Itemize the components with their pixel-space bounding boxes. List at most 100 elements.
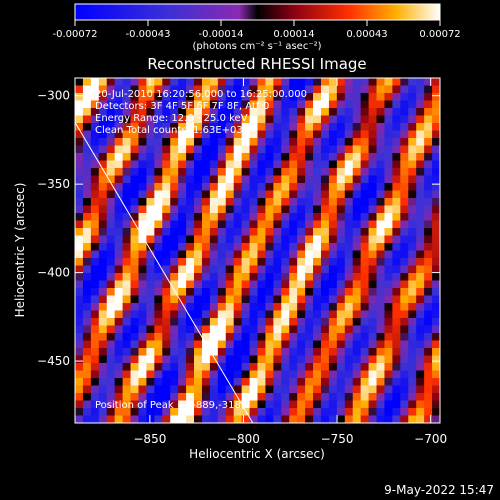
heatmap-cell — [201, 123, 211, 132]
heatmap-cell — [122, 333, 132, 342]
heatmap-cell — [273, 385, 282, 394]
heatmap-cell — [233, 123, 243, 132]
heatmap-cell — [138, 228, 148, 237]
heatmap-cell — [106, 325, 116, 334]
heatmap-cell — [186, 123, 195, 132]
heatmap-cell — [98, 198, 108, 207]
heatmap-cell — [281, 153, 290, 162]
heatmap-cell — [352, 355, 362, 364]
heatmap-cell — [154, 243, 163, 252]
heatmap-cell — [320, 400, 330, 409]
heatmap-cell — [416, 318, 425, 327]
heatmap-cell — [265, 130, 274, 139]
heatmap-cell — [138, 243, 148, 252]
heatmap-cell — [408, 220, 417, 229]
heatmap-cell — [408, 325, 417, 334]
heatmap-cell — [273, 153, 282, 162]
heatmap-cell — [233, 408, 243, 417]
heatmap-cell — [376, 190, 386, 199]
heatmap-cell — [75, 190, 84, 199]
heatmap-cell — [408, 198, 417, 207]
heatmap-cell — [146, 145, 155, 154]
heatmap-cell — [201, 318, 211, 327]
heatmap-cell — [336, 273, 346, 282]
heatmap-cell — [154, 400, 163, 409]
heatmap-cell — [241, 168, 251, 177]
heatmap-cell — [146, 243, 155, 252]
heatmap-cell — [416, 348, 425, 357]
heatmap-cell — [273, 228, 282, 237]
heatmap-cell — [289, 108, 298, 117]
heatmap-cell — [273, 123, 282, 132]
heatmap-cell — [114, 235, 124, 244]
heatmap-cell — [320, 288, 330, 297]
heatmap-cell — [249, 190, 259, 199]
heatmap-cell — [146, 85, 155, 94]
heatmap-cell — [162, 228, 171, 237]
heatmap-cell — [305, 115, 314, 124]
heatmap-cell — [265, 145, 274, 154]
heatmap-cell — [424, 303, 433, 312]
heatmap-cell — [352, 370, 362, 379]
heatmap-cell — [273, 190, 282, 199]
heatmap-cell — [320, 115, 330, 124]
heatmap-cell — [130, 303, 140, 312]
heatmap-cell — [376, 325, 386, 334]
heatmap-cell — [98, 243, 108, 252]
heatmap-cell — [336, 123, 346, 132]
y-axis-label: Heliocentric Y (arcsec) — [13, 183, 27, 318]
heatmap-cell — [98, 123, 108, 132]
heatmap-cell — [106, 220, 116, 229]
heatmap-cell — [138, 235, 148, 244]
heatmap-cell — [281, 363, 290, 372]
heatmap-cell — [82, 123, 92, 132]
heatmap-cell — [265, 153, 274, 162]
heatmap-cell — [336, 258, 346, 267]
heatmap-cell — [170, 288, 179, 297]
heatmap-cell — [170, 393, 179, 402]
heatmap-cell — [138, 183, 148, 192]
heatmap-cell — [305, 355, 314, 364]
heatmap-cell — [225, 333, 235, 342]
heatmap-cell — [249, 363, 259, 372]
heatmap-cell — [297, 138, 306, 147]
heatmap-cell — [328, 258, 338, 267]
heatmap-cell — [201, 220, 211, 229]
heatmap-cell — [241, 325, 251, 334]
heatmap-cell — [432, 78, 440, 87]
heatmap-cell — [432, 303, 440, 312]
heatmap-cell — [432, 138, 440, 147]
heatmap-cell — [217, 288, 227, 297]
heatmap-cell — [209, 78, 219, 87]
heatmap-cell — [225, 100, 235, 109]
heatmap-cell — [257, 408, 267, 417]
heatmap-cell — [273, 175, 282, 184]
heatmap-cell — [154, 205, 163, 214]
heatmap-cell — [400, 175, 409, 184]
heatmap-cell — [241, 243, 251, 252]
heatmap-cell — [130, 115, 140, 124]
heatmap-cell — [289, 168, 298, 177]
heatmap-cell — [392, 93, 401, 102]
heatmap-cell — [265, 205, 274, 214]
heatmap-cell — [90, 340, 100, 349]
heatmap-cell — [392, 235, 401, 244]
heatmap-cell — [281, 355, 290, 364]
heatmap-cell — [114, 378, 124, 387]
heatmap-cell — [194, 318, 203, 327]
heatmap-cell — [408, 265, 417, 274]
heatmap-cell — [376, 220, 386, 229]
heatmap-cell — [384, 115, 393, 124]
heatmap-cell — [209, 295, 219, 304]
heatmap-cell — [328, 85, 338, 94]
heatmap-cell — [249, 243, 259, 252]
heatmap-cell — [360, 318, 370, 327]
heatmap-cell — [376, 408, 386, 417]
heatmap-cell — [90, 160, 100, 169]
heatmap-cell — [360, 355, 370, 364]
heatmap-cell — [313, 220, 322, 229]
heatmap-cell — [186, 190, 195, 199]
heatmap-cell — [249, 235, 259, 244]
heatmap-cell — [146, 130, 155, 139]
heatmap-cell — [336, 378, 346, 387]
